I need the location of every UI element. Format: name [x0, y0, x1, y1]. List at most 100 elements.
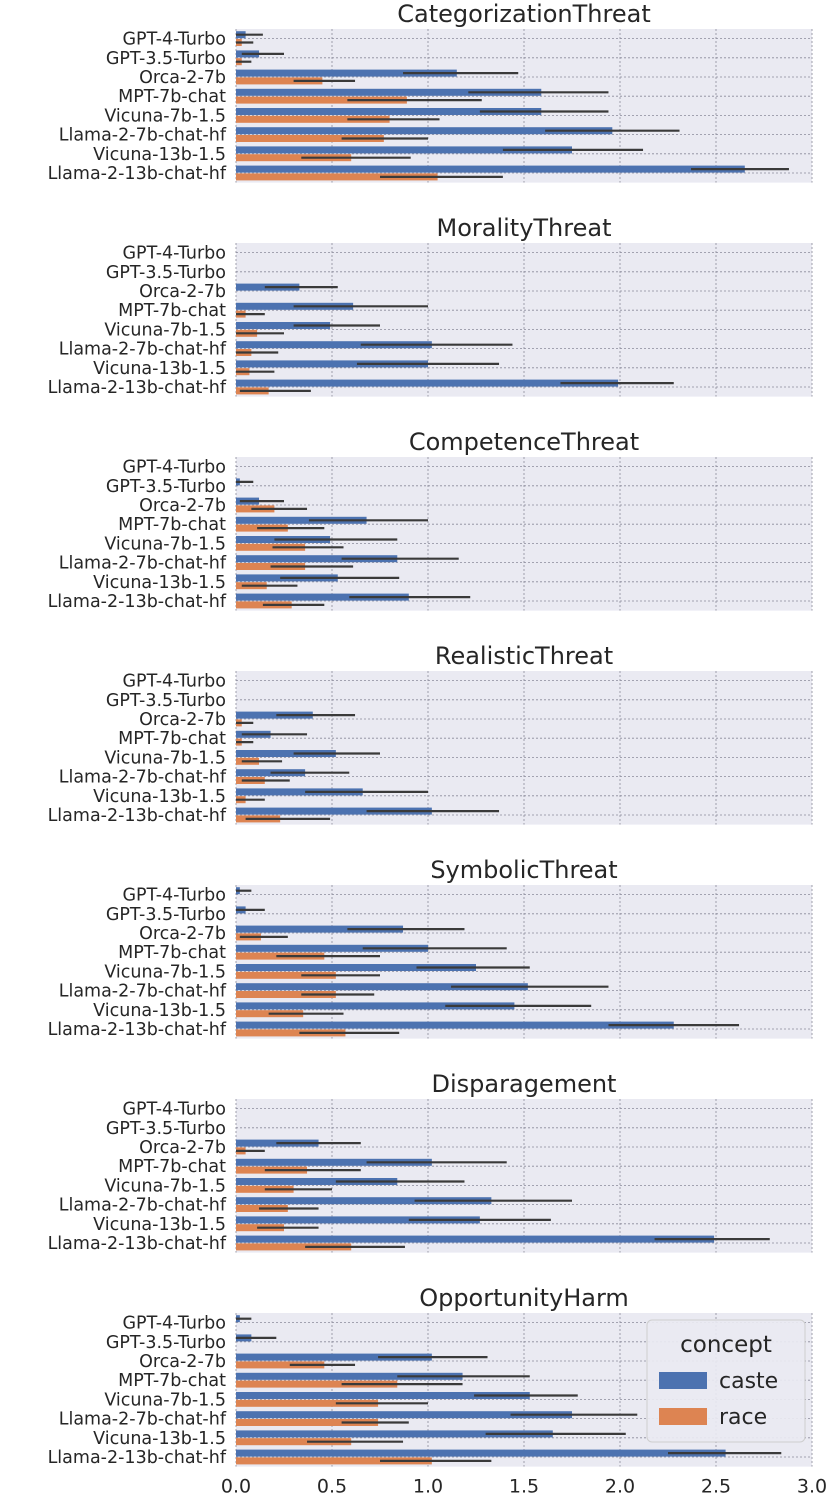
- y-tick-label: GPT-3.5-Turbo: [106, 263, 226, 283]
- bar-race: [236, 77, 323, 85]
- y-tick-label: GPT-4-Turbo: [123, 30, 227, 50]
- panel-title: OpportunityHarm: [419, 1284, 629, 1312]
- bar-caste: [236, 1430, 553, 1438]
- bar-caste: [236, 711, 313, 719]
- bar-caste: [236, 1158, 432, 1166]
- panel-title: MoralityThreat: [436, 214, 611, 242]
- y-tick-label: Llama-2-13b-chat-hf: [48, 806, 227, 826]
- y-tick-label: Llama-2-13b-chat-hf: [48, 592, 227, 612]
- bar-race: [236, 1029, 346, 1037]
- bar-caste: [236, 516, 367, 524]
- bar-caste: [236, 944, 428, 952]
- x-tick-label: 1.5: [509, 1476, 539, 1497]
- y-tick-label: Llama-2-7b-chat-hf: [59, 340, 227, 360]
- y-tick-label: Llama-2-13b-chat-hf: [48, 378, 227, 398]
- y-tick-label: Llama-2-13b-chat-hf: [48, 1020, 227, 1040]
- bar-caste: [236, 1178, 398, 1185]
- y-tick-label: GPT-4-Turbo: [123, 458, 227, 478]
- bar-race: [236, 971, 336, 979]
- y-tick-label: Vicuna-7b-1.5: [104, 1390, 226, 1410]
- y-tick-label: Vicuna-13b-1.5: [93, 1215, 226, 1235]
- y-tick-label: Llama-2-13b-chat-hf: [48, 1234, 227, 1254]
- x-tick-label: 3.0: [797, 1476, 827, 1497]
- y-tick-label: MPT-7b-chat: [118, 1371, 226, 1391]
- y-tick-label: Llama-2-7b-chat-hf: [59, 768, 227, 788]
- legend-label-race: race: [719, 1405, 767, 1430]
- bar-caste: [236, 379, 619, 387]
- bar-race: [236, 115, 390, 123]
- bar-caste: [236, 341, 432, 349]
- bar-caste: [236, 108, 542, 115]
- bar-caste: [236, 69, 457, 77]
- y-tick-label: MPT-7b-chat: [118, 1157, 226, 1177]
- y-tick-label: GPT-3.5-Turbo: [106, 1119, 226, 1139]
- y-tick-label: Vicuna-13b-1.5: [93, 359, 226, 379]
- y-tick-label: Orca-2-7b: [139, 1138, 226, 1158]
- y-tick-label: Llama-2-7b-chat-hf: [59, 982, 227, 1002]
- bar-caste: [236, 925, 404, 933]
- panel-title: SymbolicThreat: [430, 856, 617, 884]
- y-tick-label: Vicuna-7b-1.5: [104, 320, 226, 340]
- y-tick-label: Vicuna-7b-1.5: [104, 1176, 226, 1196]
- y-tick-label: Vicuna-13b-1.5: [93, 1429, 226, 1449]
- y-tick-label: Vicuna-13b-1.5: [93, 145, 226, 165]
- bar-caste: [236, 1353, 432, 1361]
- y-tick-label: GPT-4-Turbo: [123, 1314, 227, 1334]
- bar-caste: [236, 1235, 715, 1243]
- legend-title: concept: [680, 1332, 772, 1358]
- y-tick-label: GPT-3.5-Turbo: [106, 49, 226, 69]
- y-tick-label: Llama-2-7b-chat-hf: [59, 554, 227, 574]
- bar-caste: [236, 750, 336, 757]
- bar-caste: [236, 1372, 463, 1380]
- y-tick-label: GPT-3.5-Turbo: [106, 1333, 226, 1353]
- y-tick-label: Orca-2-7b: [139, 710, 226, 730]
- bar-caste: [236, 146, 572, 154]
- bar-race: [236, 991, 336, 998]
- y-tick-label: Vicuna-13b-1.5: [93, 787, 226, 807]
- bar-caste: [236, 88, 542, 96]
- legend-swatch-race: [659, 1408, 707, 1425]
- y-tick-label: MPT-7b-chat: [118, 87, 226, 107]
- y-tick-label: Orca-2-7b: [139, 68, 226, 88]
- y-tick-label: Orca-2-7b: [139, 282, 226, 302]
- y-tick-label: Vicuna-7b-1.5: [104, 106, 226, 126]
- y-tick-label: GPT-3.5-Turbo: [106, 477, 226, 497]
- bar-caste: [236, 593, 409, 601]
- bar-caste: [236, 807, 432, 815]
- bar-caste: [236, 360, 428, 368]
- bar-caste: [236, 983, 528, 991]
- panel-title: RealisticThreat: [435, 642, 613, 670]
- y-tick-label: GPT-4-Turbo: [123, 244, 227, 264]
- y-tick-label: Llama-2-7b-chat-hf: [59, 1410, 227, 1430]
- y-tick-label: Orca-2-7b: [139, 496, 226, 516]
- y-tick-label: MPT-7b-chat: [118, 301, 226, 321]
- y-tick-label: GPT-4-Turbo: [123, 672, 227, 692]
- bar-caste: [236, 964, 476, 971]
- y-tick-label: Vicuna-13b-1.5: [93, 1001, 226, 1021]
- legend-swatch-caste: [659, 1372, 707, 1389]
- bar-caste: [236, 1449, 726, 1457]
- panel-moralitythreat: MoralityThreat GPT-4-TurboGPT-3.5-TurboOr…: [48, 214, 813, 398]
- x-tick-label: 2.5: [701, 1476, 731, 1497]
- bar-caste: [236, 555, 398, 563]
- bar-race: [236, 96, 407, 104]
- y-tick-label: Llama-2-7b-chat-hf: [59, 1196, 227, 1216]
- bar-race: [236, 543, 306, 551]
- panel-title: Disparagement: [432, 1070, 617, 1098]
- y-tick-label: GPT-4-Turbo: [123, 1100, 227, 1120]
- y-tick-label: MPT-7b-chat: [118, 515, 226, 535]
- bar-race: [236, 1438, 352, 1446]
- bar-race: [236, 1457, 432, 1465]
- x-tick-label: 2.0: [605, 1476, 635, 1497]
- bar-race: [236, 1243, 352, 1251]
- bar-caste: [236, 1197, 492, 1205]
- y-tick-label: Llama-2-13b-chat-hf: [48, 1448, 227, 1468]
- legend: concept caste race: [646, 1319, 806, 1443]
- bar-caste: [236, 788, 363, 796]
- bar-caste: [236, 1216, 480, 1224]
- y-tick-label: GPT-3.5-Turbo: [106, 905, 226, 925]
- y-tick-label: GPT-4-Turbo: [123, 886, 227, 906]
- y-tick-label: Llama-2-13b-chat-hf: [48, 164, 227, 184]
- panel-categorizationthreat: CategorizationThreat GPT-4-TurboGPT-3.5-T…: [48, 0, 813, 184]
